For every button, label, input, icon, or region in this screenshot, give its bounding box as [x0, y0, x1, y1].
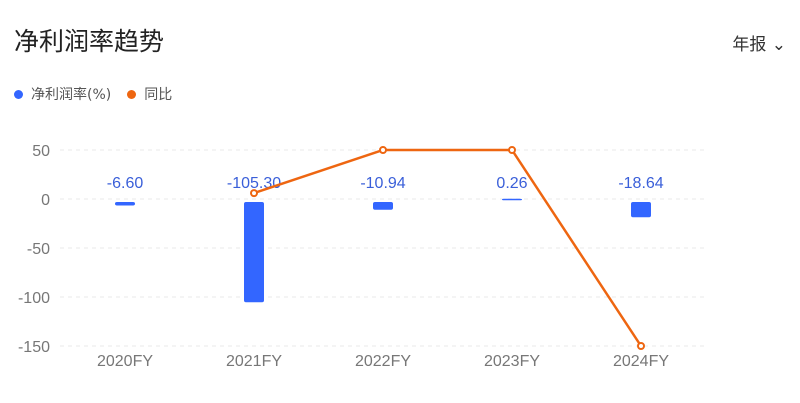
legend-item-yoy[interactable]: 同比 [127, 84, 172, 104]
bar [631, 202, 651, 218]
legend-item-net-margin[interactable]: 净利润率(%) [14, 84, 111, 104]
yoy-point [250, 189, 258, 198]
legend-label: 同比 [144, 87, 173, 103]
x-tick-label: 2022FY [355, 353, 411, 370]
y-tick-label: 50 [32, 143, 50, 160]
legend-dot-icon [14, 89, 23, 99]
legend: 净利润率(%) 同比 [14, 84, 172, 104]
x-tick-label: 2021FY [226, 353, 282, 370]
bar [244, 202, 264, 303]
y-tick-label: -150 [18, 339, 50, 356]
data-label: -18.64 [618, 175, 663, 192]
yoy-line [253, 148, 643, 347]
data-label: -6.60 [107, 175, 144, 192]
legend-dot-icon [127, 89, 137, 99]
y-tick-label: -50 [27, 241, 50, 258]
chevron-down-icon: ⌄ [766, 35, 786, 55]
bar [115, 202, 135, 206]
yoy-point [637, 342, 645, 350]
legend-label: 净利润率(%) [31, 87, 112, 103]
data-label: 0.26 [496, 175, 527, 192]
page-title: 净利润率趋势 [14, 27, 165, 56]
data-label: -10.94 [360, 175, 405, 192]
period-dropdown[interactable]: 年报 ⌄ [732, 30, 786, 55]
x-tick-label: 2023FY [484, 353, 540, 370]
x-tick-label: 2020FY [97, 353, 153, 370]
bar [502, 198, 522, 201]
yoy-point [508, 146, 516, 154]
yoy-point [379, 146, 387, 154]
period-label: 年报 [732, 35, 767, 55]
x-tick-label: 2024FY [613, 353, 669, 370]
bar [373, 202, 393, 210]
y-tick-label: -100 [18, 290, 50, 307]
y-tick-label: 0 [41, 192, 50, 209]
